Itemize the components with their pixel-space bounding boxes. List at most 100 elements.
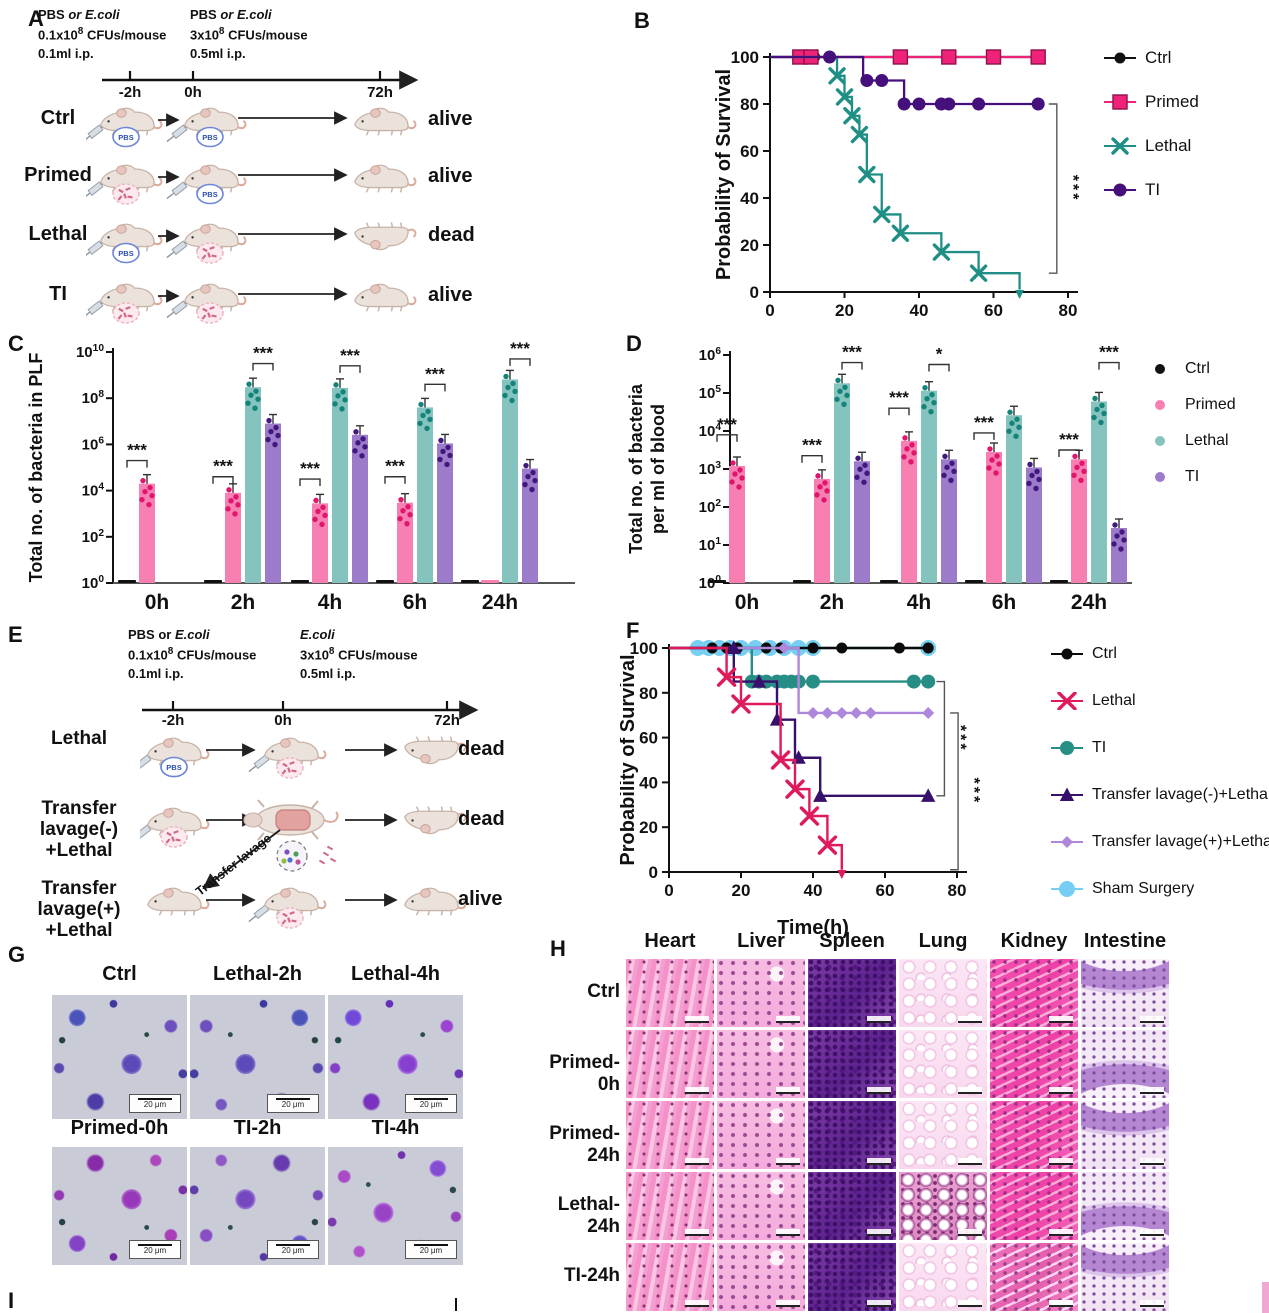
dose-text-a2: PBS or E.coli 3x108 CFUs/mouse 0.5ml i.p… bbox=[190, 7, 308, 62]
log-tick-label: 104 bbox=[82, 482, 105, 500]
transfer-lavage-arrow-label: Transfer lavage bbox=[193, 831, 274, 899]
legend-label: Lethal bbox=[1145, 136, 1192, 155]
y-axis-label: Total no. of bacteria bbox=[626, 383, 646, 554]
category-label: 24h bbox=[1071, 591, 1107, 614]
log-tick-label: 102 bbox=[82, 528, 105, 546]
legend-label: TI bbox=[1185, 468, 1200, 485]
circle-marker-icon bbox=[1104, 183, 1136, 197]
dose-text-e2: E.coli 3x108 CFUs/mouse 0.5ml i.p. bbox=[300, 627, 418, 682]
log-tick-label: 104 bbox=[699, 422, 722, 440]
x-tick-label: 80 bbox=[1059, 301, 1078, 320]
dead-mouse-icon bbox=[353, 222, 417, 251]
panel-label-f: F bbox=[626, 618, 640, 643]
legend-label: Ctrl bbox=[1145, 48, 1172, 67]
histology-cell-heart-ctrl bbox=[626, 959, 714, 1027]
scale-bar bbox=[776, 1158, 800, 1165]
scale-bar bbox=[867, 1158, 891, 1165]
timeline-tick: -2h bbox=[118, 84, 142, 101]
y-axis-label: per ml of blood bbox=[648, 404, 668, 534]
legend-label: Ctrl bbox=[1092, 645, 1117, 662]
ecoli-blob-icon bbox=[276, 757, 304, 779]
panel-a-diagram: PBS PBS PBS PBS bbox=[86, 107, 417, 324]
y-tick-label: 80 bbox=[639, 684, 658, 703]
micrograph-title: Lethal-4h bbox=[351, 963, 440, 985]
category-label: 2h bbox=[820, 591, 845, 614]
x-axis-label: Time(h) bbox=[777, 917, 849, 939]
significance-stars: *** bbox=[340, 346, 360, 365]
significance-stars: *** bbox=[253, 344, 273, 363]
dose-text-a1: PBS or E.coli 0.1x108 CFUs/mouse 0.1ml i… bbox=[38, 7, 167, 62]
y-tick-label: 0 bbox=[649, 863, 658, 882]
mouse-icon bbox=[403, 887, 467, 916]
scale-bar bbox=[776, 1087, 800, 1094]
xcross-marker-icon bbox=[1051, 692, 1083, 710]
legend-item-lethal: Lethal bbox=[1103, 136, 1191, 156]
legend-label: Sham Surgery bbox=[1092, 880, 1195, 897]
y-tick-label: 80 bbox=[740, 95, 759, 114]
scale-bar bbox=[867, 1300, 891, 1307]
organ-header-intestine: Intestine bbox=[1083, 930, 1167, 952]
significance-stars: *** bbox=[889, 388, 909, 407]
y-tick-label: 60 bbox=[639, 729, 658, 748]
histology-cell-intestine-ti-24h bbox=[1081, 1243, 1169, 1311]
legend-item-ctrl: Ctrl bbox=[1143, 360, 1210, 378]
histology-cell-kidney-primed-24h bbox=[990, 1101, 1078, 1169]
category-label: 2h bbox=[231, 591, 256, 614]
panel-i-image-fragment bbox=[1262, 1282, 1269, 1313]
x-tick-label: 0 bbox=[765, 301, 774, 320]
legend-label: Primed bbox=[1145, 92, 1199, 111]
petri-dish-icon bbox=[276, 840, 308, 872]
mouse-icon bbox=[353, 107, 417, 136]
scale-bar bbox=[1049, 1087, 1073, 1094]
ecoli-blob-icon bbox=[276, 907, 304, 929]
micrograph-title: TI-2h bbox=[233, 1117, 282, 1139]
legend-item-primed: Primed bbox=[1143, 396, 1236, 414]
micrograph-title: Ctrl bbox=[102, 963, 137, 985]
legend-item-sham-surgery: Sham Surgery bbox=[1050, 880, 1194, 898]
circle-marker-icon bbox=[1051, 881, 1083, 897]
panel-label-g: G bbox=[8, 942, 26, 967]
significance-stars: *** bbox=[385, 457, 405, 476]
category-label: 6h bbox=[992, 591, 1017, 614]
timeline-tick: -2h bbox=[161, 712, 185, 729]
histology-cell-heart-ti-24h bbox=[626, 1243, 714, 1311]
pbs-blob-icon: PBS bbox=[160, 756, 188, 778]
y-tick-label: 40 bbox=[740, 189, 759, 208]
scale-bar bbox=[1049, 1158, 1073, 1165]
scale-bar bbox=[685, 1300, 709, 1307]
square-marker-icon bbox=[1104, 94, 1136, 110]
legend-b: Ctrl Primed Lethal TI bbox=[1103, 48, 1263, 248]
category-label: 24h bbox=[482, 591, 518, 614]
pbs-blob-icon: PBS bbox=[112, 242, 140, 264]
circle-marker-icon bbox=[1051, 741, 1083, 755]
mouse-icon bbox=[353, 164, 417, 193]
histology-row-label: Primed-24h bbox=[549, 1123, 620, 1166]
pbs-label: PBS bbox=[202, 190, 217, 199]
legend-label: Transfer lavage(+)+Lethal bbox=[1092, 833, 1269, 850]
outcome-label: alive bbox=[458, 888, 503, 910]
group-label-ctrl: Ctrl bbox=[40, 107, 76, 129]
histology-row-label: Ctrl bbox=[587, 981, 620, 1002]
x-tick-label: 80 bbox=[948, 881, 967, 900]
log-tick-label: 100 bbox=[699, 574, 722, 592]
panel-e-diagram: PBSPBSTransfer lavage bbox=[140, 736, 467, 929]
histology-cell-spleen-primed-0h bbox=[808, 1030, 896, 1098]
log-tick-label: 106 bbox=[82, 435, 105, 453]
scale-bar bbox=[867, 1016, 891, 1023]
legend-label: TI bbox=[1092, 739, 1107, 756]
scale-bar bbox=[1140, 1087, 1164, 1094]
log-tick-label: 100 bbox=[82, 574, 105, 592]
micrograph-image-ti-2h: 20 μm bbox=[190, 1147, 325, 1265]
log-tick-label: 106 bbox=[699, 346, 722, 364]
group-label-lethal: Lethal bbox=[28, 223, 88, 245]
category-label: 4h bbox=[907, 591, 932, 614]
scale-bar bbox=[685, 1229, 709, 1236]
dead-mouse-icon bbox=[403, 806, 467, 835]
histology-cell-lung-primed-24h bbox=[899, 1101, 987, 1169]
legend-label: Transfer lavage(-)+Lethal bbox=[1092, 786, 1269, 803]
scale-bar bbox=[1049, 1300, 1073, 1307]
outcome-label: alive bbox=[428, 284, 473, 306]
significance-stars: *** bbox=[951, 725, 968, 753]
triangle-marker-icon bbox=[1051, 787, 1083, 801]
